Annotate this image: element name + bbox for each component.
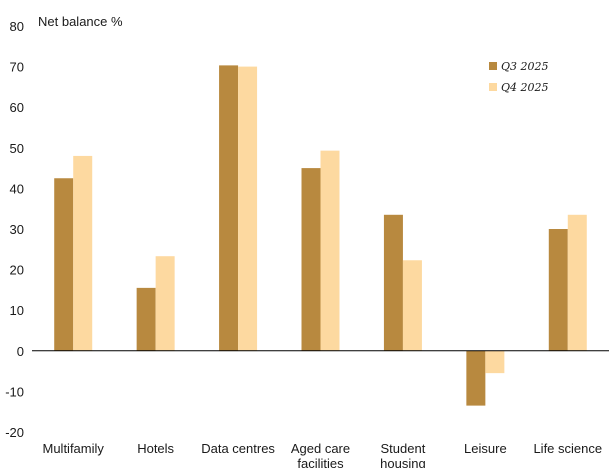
y-axis-ticks: 80 70 60 50 40 30 20 10 0 -10 -20 bbox=[5, 19, 24, 440]
y-tick-label: 70 bbox=[10, 60, 24, 75]
y-tick-label: -20 bbox=[5, 425, 24, 440]
y-axis-label: Net balance % bbox=[38, 14, 123, 29]
bar-q4-5 bbox=[485, 350, 505, 374]
bar-q4-6 bbox=[567, 214, 587, 351]
y-tick-label: 50 bbox=[10, 141, 24, 156]
y-tick-label: -10 bbox=[5, 384, 24, 399]
y-tick-label: 10 bbox=[10, 303, 24, 318]
legend-swatch bbox=[489, 83, 497, 91]
bar-q3-5 bbox=[466, 350, 486, 406]
y-tick-label: 80 bbox=[10, 19, 24, 34]
y-tick-label: 0 bbox=[17, 344, 24, 359]
y-tick-label: 40 bbox=[10, 181, 24, 196]
bar-q3-0 bbox=[54, 178, 74, 351]
y-tick-label: 20 bbox=[10, 263, 24, 278]
bar-q4-0 bbox=[73, 155, 93, 351]
bar-q4-2 bbox=[238, 66, 258, 351]
bars bbox=[54, 65, 587, 406]
category-label: Leisure bbox=[464, 441, 507, 456]
category-label: Aged care facilities bbox=[291, 441, 350, 468]
y-tick-label: 60 bbox=[10, 100, 24, 115]
bar-q3-1 bbox=[136, 287, 156, 351]
category-label: Student housing bbox=[380, 441, 426, 468]
legend-label: Q4 2025 bbox=[501, 81, 549, 94]
bar-q4-1 bbox=[155, 256, 175, 351]
legend-swatch bbox=[489, 62, 497, 70]
bar-q3-2 bbox=[219, 65, 239, 351]
bar-q4-4 bbox=[402, 260, 422, 351]
legend: Q3 2025 Q4 2025 bbox=[489, 60, 549, 94]
legend-label: Q3 2025 bbox=[501, 60, 549, 73]
bar-q3-6 bbox=[548, 229, 568, 351]
category-label: Hotels bbox=[137, 441, 174, 456]
bar-q4-3 bbox=[320, 150, 340, 351]
category-label: Life science bbox=[533, 441, 602, 456]
category-label: Multifamily bbox=[43, 441, 105, 456]
x-axis-labels: Multifamily Hotels Data centres Aged care fa… bbox=[43, 441, 603, 468]
bar-q3-4 bbox=[383, 214, 403, 351]
category-label: Data centres bbox=[201, 441, 275, 456]
y-tick-label: 30 bbox=[10, 222, 24, 237]
bar-q3-3 bbox=[301, 168, 321, 351]
